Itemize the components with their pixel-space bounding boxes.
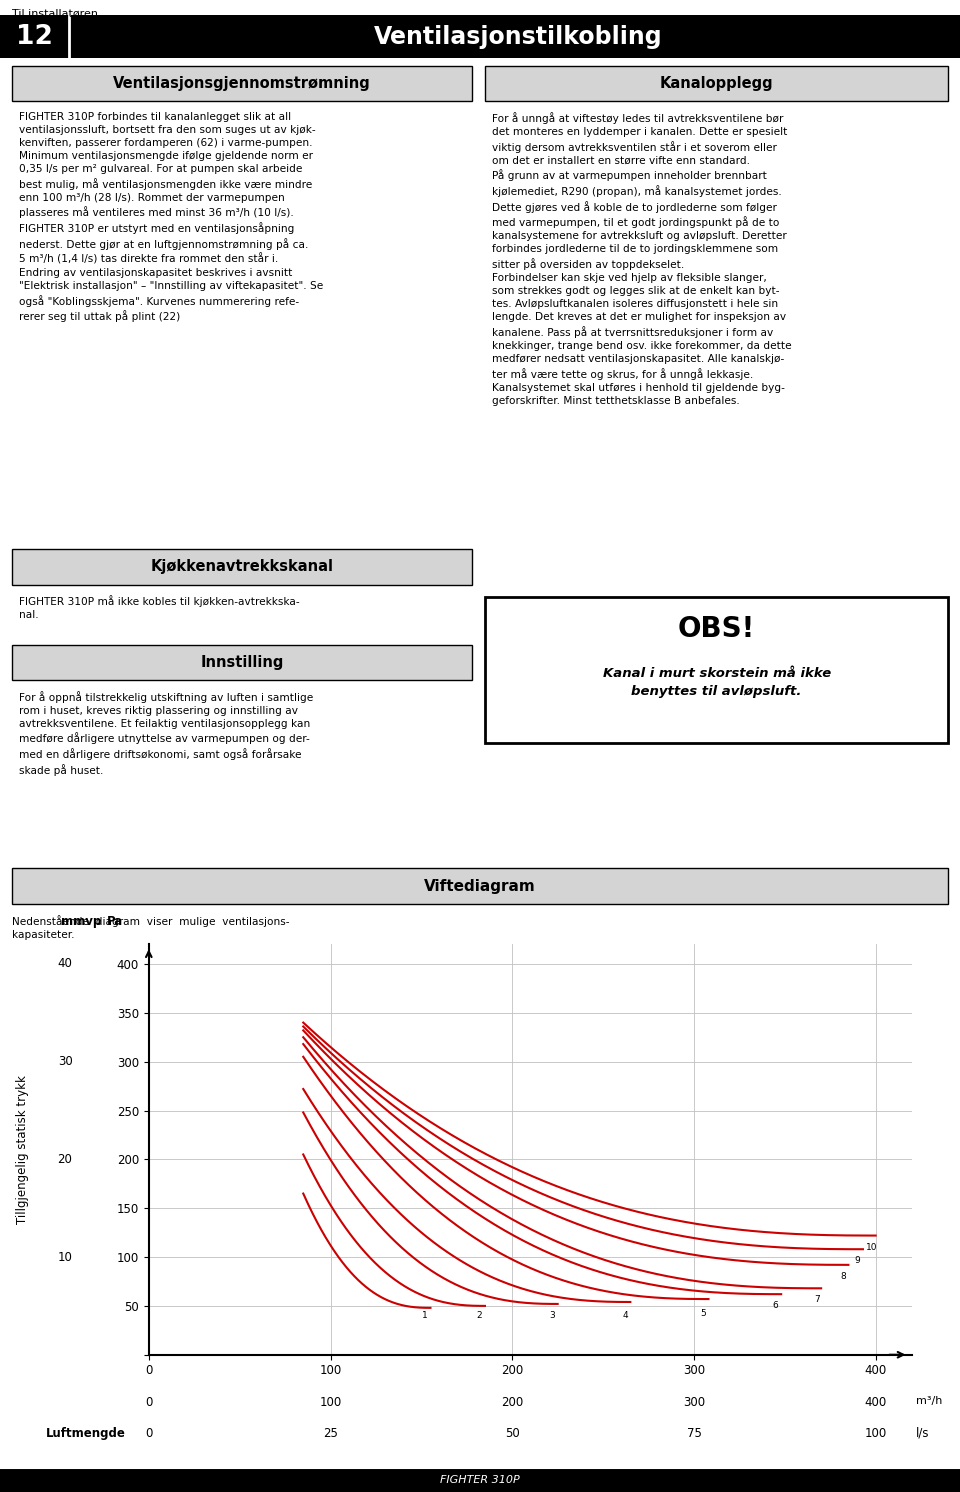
Bar — [485, 66, 948, 101]
Text: OBS!: OBS! — [678, 615, 756, 643]
Text: 0: 0 — [145, 1397, 153, 1408]
Text: 75: 75 — [686, 1426, 702, 1440]
Bar — [12, 66, 472, 101]
Text: 9: 9 — [854, 1256, 860, 1265]
Text: Innstilling: Innstilling — [201, 655, 283, 670]
Text: Ventilasjonsgjennomstrømning: Ventilasjonsgjennomstrømning — [113, 76, 371, 91]
Text: 3: 3 — [549, 1311, 555, 1320]
Text: 4: 4 — [622, 1311, 628, 1320]
Text: For å oppnå tilstrekkelig utskiftning av luften i samtlige
rom i huset, kreves r: For å oppnå tilstrekkelig utskiftning av… — [19, 691, 314, 776]
Text: Kanal i murt skorstein må ikke
benyttes til avløpsluft.: Kanal i murt skorstein må ikke benyttes … — [603, 667, 830, 698]
Text: 5: 5 — [700, 1308, 706, 1319]
Text: For å unngå at viftestøy ledes til avtrekksventilene bør
det monteres en lyddemp: For å unngå at viftestøy ledes til avtre… — [492, 112, 792, 406]
Text: FIGHTER 310P forbindes til kanalanlegget slik at all
ventilasjonssluft, bortsett: FIGHTER 310P forbindes til kanalanlegget… — [19, 112, 324, 322]
Text: 10: 10 — [866, 1243, 877, 1252]
Text: 300: 300 — [683, 1397, 705, 1408]
Text: 400: 400 — [865, 1397, 887, 1408]
Text: Nedenstående  diagram  viser  mulige  ventilasjons-
kapasiteter.: Nedenstående diagram viser mulige ventil… — [12, 915, 289, 940]
Text: 6: 6 — [773, 1301, 779, 1310]
Bar — [12, 549, 472, 585]
Bar — [485, 597, 948, 743]
Text: 8: 8 — [840, 1273, 846, 1282]
Text: 30: 30 — [58, 1055, 73, 1068]
Text: 7: 7 — [815, 1295, 821, 1304]
Text: 25: 25 — [324, 1426, 338, 1440]
Text: 1: 1 — [422, 1311, 428, 1320]
Text: Til installatøren: Til installatøren — [12, 7, 98, 18]
Bar — [0, 1468, 960, 1492]
Bar — [12, 868, 948, 904]
Text: 50: 50 — [505, 1426, 519, 1440]
Text: 0: 0 — [145, 1426, 153, 1440]
Text: 20: 20 — [58, 1153, 73, 1165]
Text: FIGHTER 310P må ikke kobles til kjøkken-avtrekkska-
nal.: FIGHTER 310P må ikke kobles til kjøkken-… — [19, 595, 300, 621]
Text: Tillgjengelig statisk trykk: Tillgjengelig statisk trykk — [16, 1076, 30, 1223]
Text: 100: 100 — [320, 1397, 342, 1408]
Bar — [0, 15, 960, 58]
Text: 12: 12 — [16, 24, 53, 49]
Text: Luftmengde: Luftmengde — [46, 1426, 126, 1440]
Text: mmvp: mmvp — [61, 915, 102, 928]
Text: m³/h: m³/h — [916, 1397, 942, 1405]
Text: 2: 2 — [477, 1311, 482, 1320]
Text: l/s: l/s — [916, 1426, 929, 1440]
Text: Ventilasjonstilkobling: Ventilasjonstilkobling — [374, 24, 662, 49]
Text: Viftediagram: Viftediagram — [424, 879, 536, 894]
Text: Pa: Pa — [107, 915, 123, 928]
Bar — [12, 645, 472, 680]
Text: 10: 10 — [58, 1250, 73, 1264]
Text: FIGHTER 310P: FIGHTER 310P — [440, 1476, 520, 1485]
Text: Kjøkkenavtrekkskanal: Kjøkkenavtrekkskanal — [151, 560, 333, 574]
Text: 200: 200 — [501, 1397, 523, 1408]
Text: Kanalopplegg: Kanalopplegg — [660, 76, 774, 91]
Text: 40: 40 — [58, 958, 73, 970]
Text: 100: 100 — [865, 1426, 887, 1440]
